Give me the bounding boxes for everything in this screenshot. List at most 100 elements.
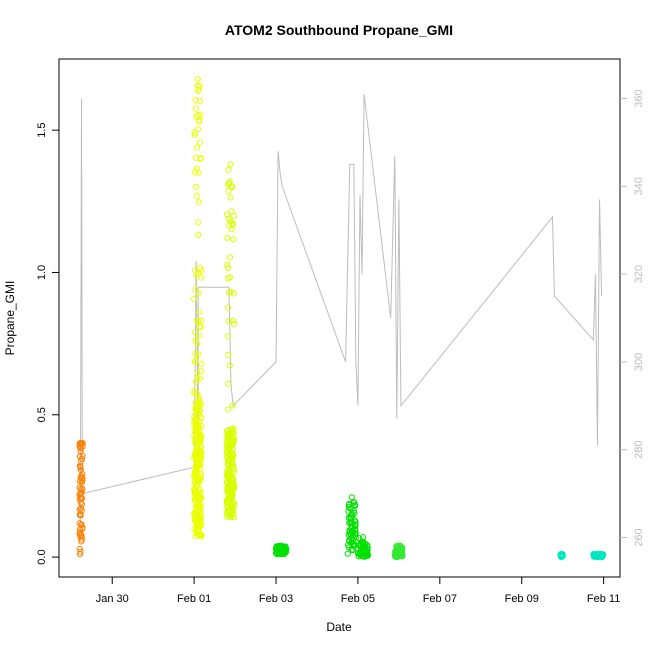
data-point <box>196 375 204 382</box>
data-point <box>191 497 199 504</box>
data-point <box>198 489 205 496</box>
data-point <box>196 519 203 526</box>
data-point <box>78 440 85 447</box>
data-point <box>76 478 84 485</box>
data-point <box>198 531 205 539</box>
x-tick-label: Feb 05 <box>341 593 375 605</box>
y-axis-label: Propane_GMI <box>3 281 17 356</box>
data-point <box>195 231 202 238</box>
plot-frame <box>58 58 621 578</box>
data-point <box>197 323 204 330</box>
data-point <box>226 254 234 261</box>
data-point <box>191 267 199 274</box>
data-point <box>194 369 201 376</box>
data-point <box>230 320 238 328</box>
data-point <box>192 286 199 293</box>
data-point <box>282 545 290 552</box>
data-point <box>224 333 231 340</box>
data-point <box>196 504 203 511</box>
data-point <box>194 375 201 383</box>
data-point <box>78 507 85 514</box>
y2-tick-label: 300 <box>633 353 645 371</box>
data-point <box>224 472 231 479</box>
data-point <box>352 527 359 534</box>
data-point <box>191 131 198 139</box>
data-point <box>274 550 281 558</box>
data-point <box>195 518 202 525</box>
data-point <box>192 436 199 443</box>
data-point <box>355 550 362 557</box>
secondary-series-line <box>79 94 603 529</box>
data-point <box>226 513 234 520</box>
data-point <box>349 541 356 548</box>
data-point <box>198 267 205 274</box>
data-point <box>78 521 85 528</box>
data-point <box>195 351 202 358</box>
data-point <box>229 222 236 229</box>
data-point <box>198 317 205 324</box>
data-point <box>194 391 201 398</box>
data-point <box>196 139 204 146</box>
data-point <box>349 512 356 519</box>
data-point <box>348 494 355 501</box>
data-point <box>345 501 352 509</box>
data-point <box>230 236 237 243</box>
data-point <box>77 466 84 474</box>
data-point <box>392 553 400 560</box>
data-point <box>76 551 84 558</box>
data-point <box>192 97 199 104</box>
data-point <box>78 495 86 502</box>
data-point <box>192 406 199 413</box>
data-point <box>198 368 205 375</box>
data-point <box>192 429 199 436</box>
data-point <box>191 412 198 420</box>
data-point <box>193 192 200 199</box>
data-point <box>196 83 203 90</box>
data-point <box>226 480 234 487</box>
data-point <box>228 441 236 448</box>
data-point <box>226 289 233 296</box>
data-point <box>77 505 85 512</box>
data-point <box>351 523 359 530</box>
data-point <box>194 126 202 133</box>
data-point <box>228 208 235 215</box>
data-point <box>194 478 201 485</box>
data-point <box>79 452 86 459</box>
data-point <box>193 183 200 191</box>
y-tick-label: 0.0 <box>36 549 48 564</box>
data-point <box>224 504 231 511</box>
data-point <box>230 463 237 470</box>
data-point <box>345 508 352 515</box>
data-point <box>398 552 406 559</box>
data-point <box>355 535 363 542</box>
secondary-line-layer <box>79 94 603 529</box>
data-point <box>227 194 234 201</box>
data-point <box>191 387 198 394</box>
x-axis-label: Date <box>326 620 352 634</box>
data-point <box>224 447 232 454</box>
data-point <box>77 499 84 506</box>
chart-title: ATOM2 Southbound Propane_GMI <box>225 22 453 38</box>
data-point <box>229 402 236 409</box>
data-point <box>195 455 203 463</box>
data-point <box>226 274 233 281</box>
data-point <box>360 546 367 553</box>
y-tick-label: 0.5 <box>36 407 48 422</box>
data-point <box>194 340 201 347</box>
data-point <box>394 545 401 552</box>
data-point <box>194 317 202 324</box>
data-point <box>364 541 371 549</box>
data-point <box>230 514 237 521</box>
data-point <box>282 549 289 556</box>
data-point <box>195 199 203 206</box>
data-point <box>191 389 198 397</box>
data-point <box>195 169 202 176</box>
data-point <box>348 522 355 529</box>
points-layer <box>76 75 607 561</box>
data-point <box>191 329 198 336</box>
data-point <box>278 542 285 549</box>
data-point <box>224 499 231 506</box>
data-point <box>192 399 199 406</box>
data-point <box>191 295 198 303</box>
